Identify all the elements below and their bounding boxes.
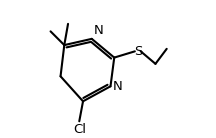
Text: S: S xyxy=(134,45,142,58)
Text: N: N xyxy=(94,24,103,37)
Text: Cl: Cl xyxy=(73,123,86,136)
Text: N: N xyxy=(112,80,122,93)
